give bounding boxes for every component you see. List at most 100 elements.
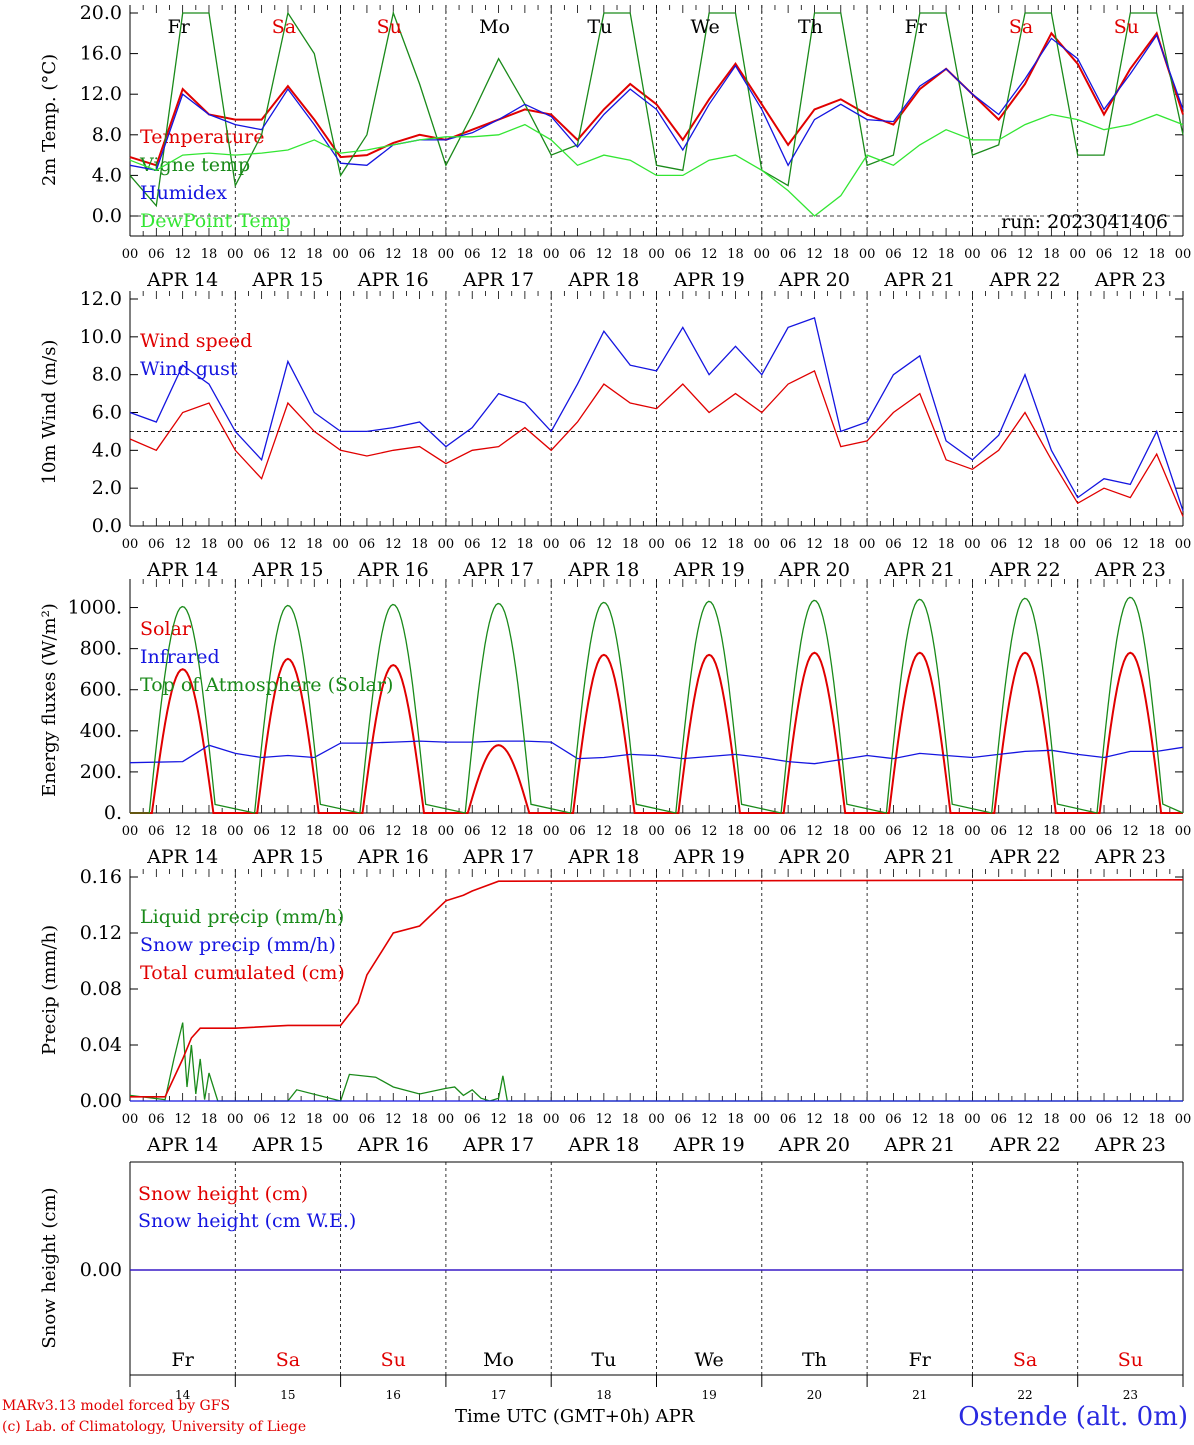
date-label: APR 21 [883,846,955,868]
weekday-label: Mo [483,1349,514,1371]
run-label: run: 2023041406 [1001,211,1168,233]
hour-label: 18 [306,247,323,262]
legend-entry: Solar [140,618,192,640]
y-tick-label: 400. [80,720,122,742]
hour-label: 12 [385,1112,402,1127]
hour-label: 18 [306,1112,323,1127]
hour-label: 00 [859,537,876,552]
y-tick-label: 2.0 [92,477,122,499]
y-tick-label: 16.0 [80,43,122,65]
hour-label: 06 [1096,537,1113,552]
hour-label: 00 [1175,537,1192,552]
hour-label: 00 [754,247,771,262]
hour-label: 12 [385,247,402,262]
hour-label: 18 [622,247,639,262]
hour-label: 06 [253,537,270,552]
hour-label: 00 [754,824,771,839]
hour-label: 00 [1069,247,1086,262]
hour-label: 12 [280,1112,297,1127]
date-label: APR 23 [1094,269,1166,291]
legend-entry: Wind speed [140,330,252,352]
hour-label: 12 [490,824,507,839]
date-label: APR 20 [778,846,850,868]
date-label: APR 18 [567,269,639,291]
date-label: APR 17 [462,846,534,868]
date-label: APR 19 [673,846,745,868]
meteogram: 0.0 4.0 8.0 12.0 16.0 20.0 2m Temp. (°C) Temper… [0,0,1194,1440]
hour-label: 12 [701,1112,718,1127]
hour-label: 18 [833,537,850,552]
hour-label: 06 [253,247,270,262]
y-tick-label: 0.16 [80,866,122,888]
hour-label: 18 [1043,824,1060,839]
hour-label: 18 [1148,247,1165,262]
hour-label: 12 [701,824,718,839]
hour-label: 12 [911,247,928,262]
hour-label: 06 [780,537,797,552]
hour-label: 18 [517,824,534,839]
legend-entry: Temperature [140,126,264,148]
hour-label: 18 [938,824,955,839]
hour-label: 00 [754,537,771,552]
date-label: APR 22 [989,559,1061,581]
hour-label: 06 [464,537,481,552]
hour-label: 12 [1122,824,1139,839]
hour-label: 00 [1175,247,1192,262]
hour-label: 18 [622,537,639,552]
y-axis-label: Precip (mm/h) [39,925,60,1055]
date-label: APR 21 [883,269,955,291]
hour-label: 18 [411,824,428,839]
panel-3: 0.200.400.600.800.1000.Energy fluxes (W/… [39,579,1191,868]
hour-label: 18 [201,247,218,262]
day-number: 17 [491,1388,506,1402]
hour-label: 12 [280,824,297,839]
hour-label: 18 [1043,247,1060,262]
hour-label: 00 [1069,824,1086,839]
hour-label: 12 [911,824,928,839]
date-label: APR 15 [251,559,323,581]
hour-label: 00 [227,537,244,552]
hour-label: 12 [385,537,402,552]
hour-label: 00 [754,1112,771,1127]
y-tick-label: 4.0 [92,164,122,186]
hour-label: 18 [411,247,428,262]
y-tick-label: 6.0 [92,402,122,424]
y-tick-label: 12.0 [80,83,122,105]
day-number: 22 [1017,1388,1032,1402]
hour-label: 12 [1017,1112,1034,1127]
date-label: APR 15 [251,846,323,868]
hour-label: 06 [990,247,1007,262]
day-number: 16 [386,1388,401,1402]
hour-label: 12 [174,1112,191,1127]
hour-label: 00 [227,1112,244,1127]
hour-label: 00 [332,1112,349,1127]
hour-label: 18 [411,1112,428,1127]
day-number: 21 [912,1388,927,1402]
hour-label: 12 [1017,537,1034,552]
y-tick-label: 200. [80,761,122,783]
day-number: 18 [596,1388,611,1402]
weekday-label: Fr [172,1349,195,1371]
date-label: APR 14 [146,1134,218,1156]
hour-label: 06 [569,1112,586,1127]
hour-label: 00 [648,537,665,552]
hour-label: 12 [1122,1112,1139,1127]
hour-label: 12 [911,1112,928,1127]
hour-label: 06 [569,537,586,552]
hour-label: 18 [1043,537,1060,552]
hour-label: 12 [701,247,718,262]
weekday-label: Fr [909,1349,932,1371]
hour-label: 00 [227,824,244,839]
hour-label: 12 [806,537,823,552]
hour-label: 06 [675,247,692,262]
panel-2: 0.0 2.0 4.0 6.0 8.0 10.0 12.0 10m Wind (m/s) Win… [39,288,1191,581]
hour-label: 12 [490,537,507,552]
legend-entry: Wind gust [140,358,238,380]
y-axis-label: Snow height (cm) [39,1187,60,1348]
date-label: APR 19 [673,559,745,581]
hour-label: 00 [964,537,981,552]
hour-label: 06 [148,1112,165,1127]
hour-label: 06 [675,537,692,552]
y-tick-label: 0.00 [80,1259,122,1281]
hour-label: 18 [727,1112,744,1127]
